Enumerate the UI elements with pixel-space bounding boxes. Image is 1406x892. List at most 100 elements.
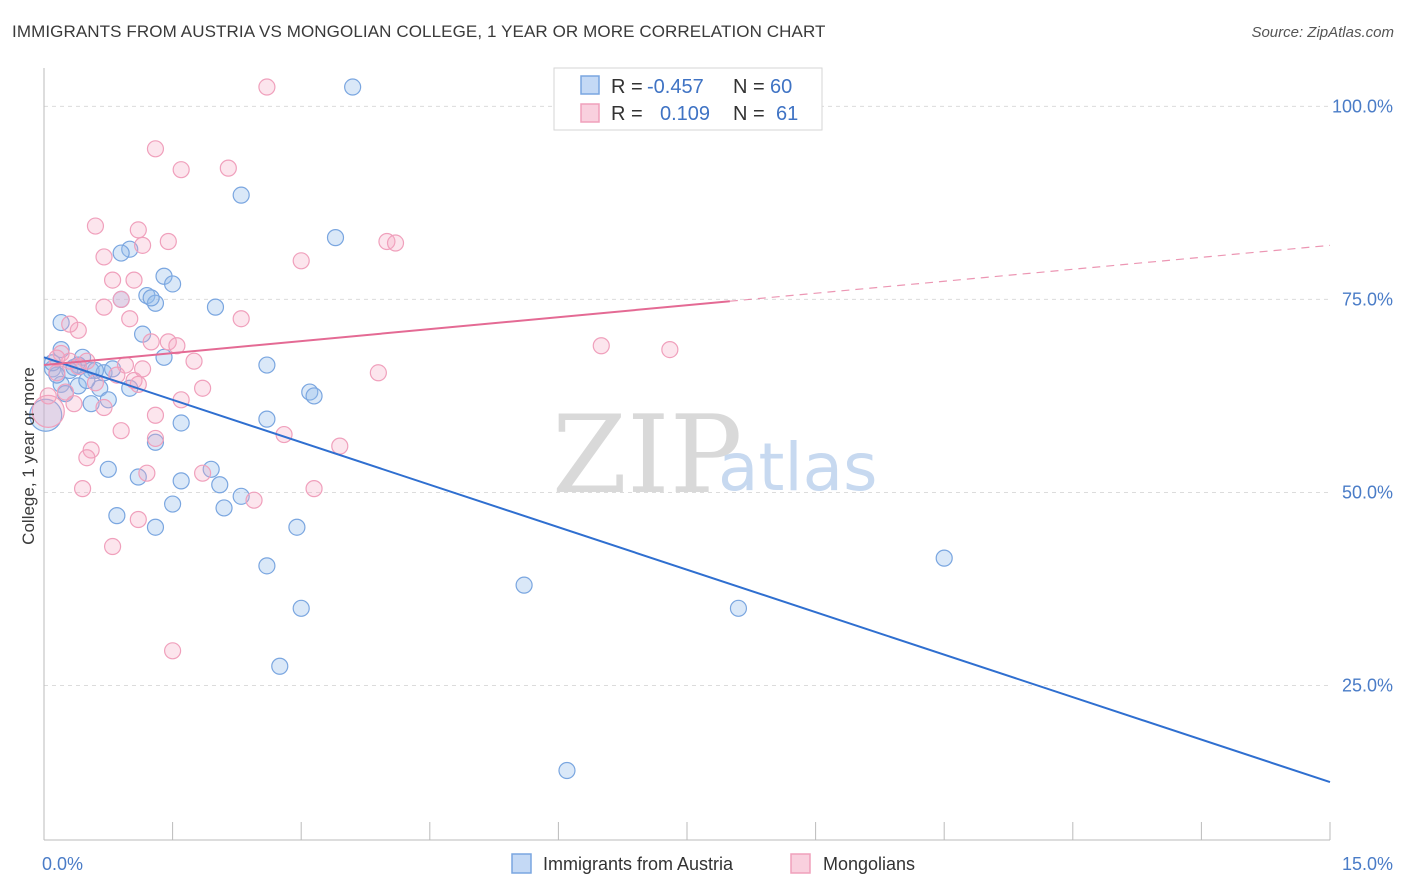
austria-point-45 xyxy=(146,518,165,536)
trendlines xyxy=(43,244,1331,784)
mongolian-point-50 xyxy=(138,464,156,482)
austria-point-37 xyxy=(202,460,220,478)
y-tick-label-2: 50.0% xyxy=(1342,482,1393,502)
mongolian-point-44 xyxy=(112,422,130,440)
mongolian-point-17 xyxy=(121,310,139,328)
mongolian-point-37 xyxy=(194,379,212,397)
watermark-zip: ZIP xyxy=(552,393,742,518)
austria-point-58 xyxy=(142,289,160,307)
austria-point-33 xyxy=(258,410,276,428)
austria-point-40 xyxy=(211,476,229,494)
mongolian-point-5 xyxy=(129,221,147,239)
y-tick-label-3: 25.0% xyxy=(1342,676,1393,696)
austria-point-38 xyxy=(129,468,147,486)
mongolian-point-57 xyxy=(164,642,182,660)
mongolian-point-13 xyxy=(125,271,143,289)
watermark: ZIP atlas xyxy=(552,393,878,518)
legend-swatch-blue xyxy=(580,75,600,95)
legend-n-label-1: N = xyxy=(733,76,765,98)
austria-point-49 xyxy=(292,599,310,617)
mongolian-point-19 xyxy=(61,315,79,333)
austria-point-53 xyxy=(558,761,576,780)
mongolian-point-22 xyxy=(142,333,160,351)
austria-point-44 xyxy=(108,507,126,525)
mongolian-point-20 xyxy=(159,333,177,351)
austria-point-42 xyxy=(164,495,182,513)
mongolian-point-52 xyxy=(73,480,92,498)
bottom-legend-swatch-pink xyxy=(790,853,811,874)
legend-n-value-1: 60 xyxy=(770,76,792,98)
austria-point-3 xyxy=(121,240,139,258)
mongolian-point-1 xyxy=(146,140,165,158)
mongolian-point-43 xyxy=(146,406,165,424)
legend-n-value-2: 61 xyxy=(776,103,798,125)
austria-point-47 xyxy=(258,557,276,575)
legend-r-value-1: -0.457 xyxy=(647,76,704,98)
bottom-legend: Immigrants from Austria Mongolians xyxy=(511,853,915,874)
mongolian-point-21 xyxy=(168,337,186,355)
legend-r-value-2: 0.109 xyxy=(660,103,710,125)
mongolian-point-23 xyxy=(592,337,610,355)
austria-point-29 xyxy=(305,387,323,405)
mongolian-point-2 xyxy=(219,159,237,177)
mongolian-point-3 xyxy=(172,161,190,179)
austria-point-6 xyxy=(164,275,182,293)
watermark-atlas: atlas xyxy=(718,429,878,506)
austria-point-39 xyxy=(172,472,190,490)
austria-point-13 xyxy=(52,341,70,359)
legend-box: R = -0.457 N = 60 R = 0.109 N = 61 xyxy=(553,67,823,131)
mongolian-point-7 xyxy=(386,234,405,252)
bottom-legend-label-austria: Immigrants from Austria xyxy=(543,854,734,874)
mongolian-point-38 xyxy=(56,383,75,401)
mongolian-point-12 xyxy=(103,271,122,289)
bottom-legend-swatch-blue xyxy=(511,853,532,874)
austria-point-16 xyxy=(258,356,276,374)
mongolian-point-0 xyxy=(258,78,276,96)
mongolian-point-14 xyxy=(95,298,113,316)
mongolian-point-27 xyxy=(185,352,203,370)
austria-point-46 xyxy=(288,518,306,536)
mongolian-point-36 xyxy=(129,375,147,393)
source-label: Source: ZipAtlas.com xyxy=(1251,24,1394,41)
mongolian-point-51 xyxy=(194,464,212,482)
mongolian-point-10 xyxy=(95,248,113,266)
y-tick-label-1: 75.0% xyxy=(1342,289,1393,309)
mongolian-point-41 xyxy=(95,398,113,417)
mongolian-point-8 xyxy=(133,236,152,254)
austria-point-31 xyxy=(82,395,100,413)
legend-r-label-2: R = xyxy=(611,103,643,125)
mongolian-point-33 xyxy=(369,364,387,382)
austria-point-34 xyxy=(172,414,190,432)
austria-point-4 xyxy=(112,244,130,262)
legend-r-label-1: R = xyxy=(611,76,643,98)
legend-swatch-pink xyxy=(580,103,600,123)
austria-point-36 xyxy=(99,460,117,478)
austria-point-41 xyxy=(232,487,250,505)
mongolian-point-18 xyxy=(69,321,87,339)
mongolian-point-6 xyxy=(378,232,396,251)
austria-point-14 xyxy=(155,348,173,366)
mongolian-point-47 xyxy=(331,437,349,455)
mongolian-point-58 xyxy=(39,387,57,405)
mongolian-point-49 xyxy=(78,449,96,467)
bottom-legend-label-mongolians: Mongolians xyxy=(823,854,915,874)
austria-point-51 xyxy=(935,549,953,567)
mongolian-point-42 xyxy=(31,394,65,428)
austria-point-35 xyxy=(146,433,165,451)
mongolian-point-24 xyxy=(661,341,679,359)
x-tick-labels: 0.0% 15.0% xyxy=(42,854,1393,874)
mongolian-point-11 xyxy=(292,252,310,270)
legend-n-label-2: N = xyxy=(733,103,765,125)
mongolian-point-46 xyxy=(146,429,165,448)
mongolian-point-15 xyxy=(112,290,130,309)
mongolian-point-56 xyxy=(103,537,122,556)
austria-point-50 xyxy=(729,599,748,617)
y-tick-label-0: 100.0% xyxy=(1332,96,1393,116)
mongolian-point-40 xyxy=(65,395,83,413)
y-tick-labels: 100.0% 75.0% 50.0% 25.0% xyxy=(1332,96,1393,695)
chart-title: IMMIGRANTS FROM AUSTRIA VS MONGOLIAN COL… xyxy=(12,22,826,41)
axes xyxy=(43,68,1331,841)
mongolian-point-54 xyxy=(245,491,263,509)
austria-point-52 xyxy=(271,657,289,675)
